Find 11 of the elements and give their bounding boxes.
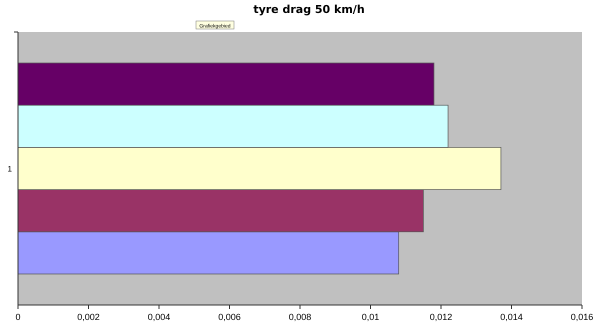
x-tick-label: 0,004 <box>148 312 170 322</box>
x-tick-label: 0,006 <box>218 312 241 322</box>
y-tick-label: 1 <box>8 164 13 174</box>
chart-title: tyre drag 50 km/h <box>253 3 365 16</box>
x-tick-label: 0 <box>15 312 21 322</box>
x-tick-label: 0,01 <box>362 312 380 322</box>
x-tick-label: 0,002 <box>77 312 100 322</box>
x-tick-label: 0,014 <box>500 312 523 322</box>
x-tick-label: 0,008 <box>288 312 312 322</box>
x-tick-label: 0,012 <box>430 312 452 322</box>
x-tick-label: 0,016 <box>570 312 594 322</box>
